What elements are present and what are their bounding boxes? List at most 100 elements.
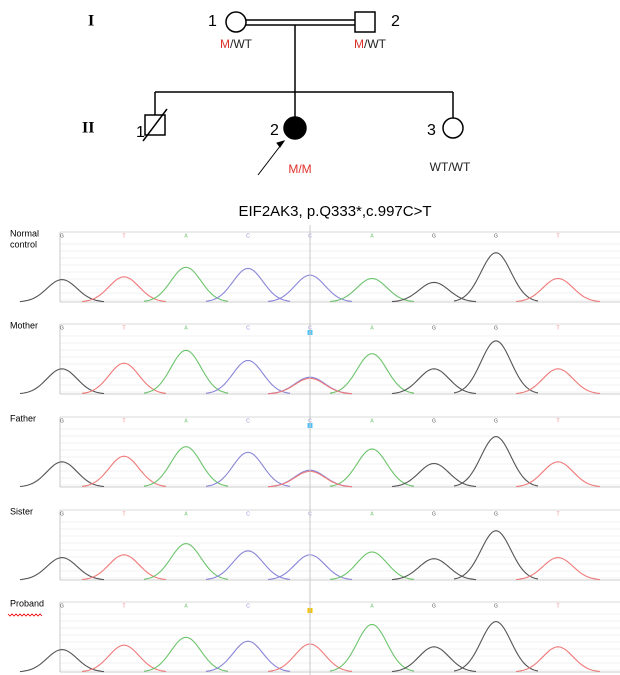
individual-number: 2 xyxy=(391,13,400,30)
base-call: G xyxy=(432,603,436,609)
spellcheck-underline xyxy=(8,614,42,616)
male-symbol xyxy=(355,12,375,32)
trace-peak xyxy=(144,637,228,671)
base-call: G xyxy=(432,325,436,331)
trace-peak xyxy=(206,641,290,671)
base-call: T xyxy=(122,233,125,239)
track-label: Father xyxy=(10,413,36,423)
base-call: A xyxy=(370,325,374,331)
figure-title: EIF2AK3, p.Q333*,c.997C>T xyxy=(238,203,431,220)
base-call: C xyxy=(246,233,250,239)
base-call: A xyxy=(370,233,374,239)
base-call: G xyxy=(60,511,64,517)
trace-peak xyxy=(516,369,600,394)
base-call: T xyxy=(122,603,125,609)
base-call: T xyxy=(122,325,125,331)
genotype-part: /WT xyxy=(230,37,253,51)
affected-female-symbol xyxy=(284,117,306,139)
base-call: A xyxy=(370,418,374,424)
trace-peak xyxy=(144,267,228,301)
base-call: A xyxy=(370,511,374,517)
generation-label: II xyxy=(82,120,94,137)
trace-peak xyxy=(516,647,600,672)
trace-peak xyxy=(454,437,538,486)
figure: I II 1 2 1 2 3 EIF2AK3, p.Q333*,c.997C>T… xyxy=(0,0,620,675)
track-label: Sister xyxy=(10,506,33,516)
trace-peak xyxy=(144,447,228,487)
base-call: T xyxy=(556,511,559,517)
trace-peak xyxy=(392,369,476,394)
trace-peak xyxy=(20,650,104,672)
individual-number: 2 xyxy=(270,122,279,139)
base-call: A xyxy=(184,418,188,424)
genotype: WT/WT xyxy=(430,160,471,174)
trace-peak xyxy=(392,559,476,580)
trace-peak xyxy=(206,452,290,486)
base-call: T xyxy=(556,325,559,331)
genotype-part: M xyxy=(220,37,230,51)
base-call: G xyxy=(494,603,498,609)
base-call: G xyxy=(432,233,436,239)
base-call: G xyxy=(60,603,64,609)
base-call: G xyxy=(494,511,498,517)
base-call: G xyxy=(60,418,64,424)
base-call: A xyxy=(184,511,188,517)
base-call: A xyxy=(184,603,188,609)
trace-peak xyxy=(516,558,600,580)
base-call: T xyxy=(122,511,125,517)
track-label: Mother xyxy=(10,320,38,330)
base-call: A xyxy=(184,325,188,331)
genotype-part: /WT xyxy=(364,37,387,51)
trace-peak xyxy=(516,279,600,302)
trace-peak xyxy=(82,555,166,580)
individual-number: 3 xyxy=(427,122,436,139)
genotype-part: WT/WT xyxy=(430,160,471,174)
genotype-part: M/M xyxy=(288,162,311,176)
base-call: T xyxy=(556,418,559,424)
trace-peak xyxy=(330,354,414,394)
trace-peak xyxy=(454,253,538,301)
base-call: G xyxy=(432,418,436,424)
trace-peak xyxy=(454,531,538,579)
track-label: control xyxy=(10,239,37,249)
trace-peak xyxy=(330,279,414,302)
female-symbol xyxy=(443,118,463,138)
trace-peak xyxy=(392,464,476,487)
genotype-part: M xyxy=(354,37,364,51)
base-call: G xyxy=(494,418,498,424)
track-label: Proband xyxy=(10,598,44,608)
genotype: M/WT xyxy=(354,37,387,51)
trace-peak xyxy=(454,622,538,671)
base-call: C xyxy=(246,603,250,609)
base-call: G xyxy=(432,511,436,517)
trace-peak xyxy=(330,624,414,671)
base-call: T xyxy=(122,418,125,424)
individual-number: 1 xyxy=(208,13,217,30)
arrow-head xyxy=(277,141,284,147)
generation-label: I xyxy=(88,13,94,30)
trace-peak xyxy=(144,544,228,580)
base-call: C xyxy=(246,418,250,424)
base-call: A xyxy=(184,233,188,239)
base-call: A xyxy=(370,603,374,609)
base-call: T xyxy=(556,233,559,239)
trace-peak xyxy=(206,360,290,393)
female-symbol xyxy=(226,12,246,32)
trace-peak xyxy=(20,280,104,302)
trace-peak xyxy=(330,552,414,579)
track-label: Normal xyxy=(10,228,39,238)
trace-peak xyxy=(206,268,290,301)
trace-peak xyxy=(20,369,104,394)
base-call: C xyxy=(246,325,250,331)
base-call: G xyxy=(494,233,498,239)
trace-peak xyxy=(20,558,104,580)
base-call: G xyxy=(60,233,64,239)
trace-peak xyxy=(330,449,414,486)
genotype: M/M xyxy=(288,162,311,176)
base-call: G xyxy=(60,325,64,331)
base-call: G xyxy=(494,325,498,331)
trace-peak xyxy=(392,282,476,301)
base-call: T xyxy=(556,603,559,609)
trace-peak xyxy=(206,551,290,580)
trace-peak xyxy=(516,462,600,487)
